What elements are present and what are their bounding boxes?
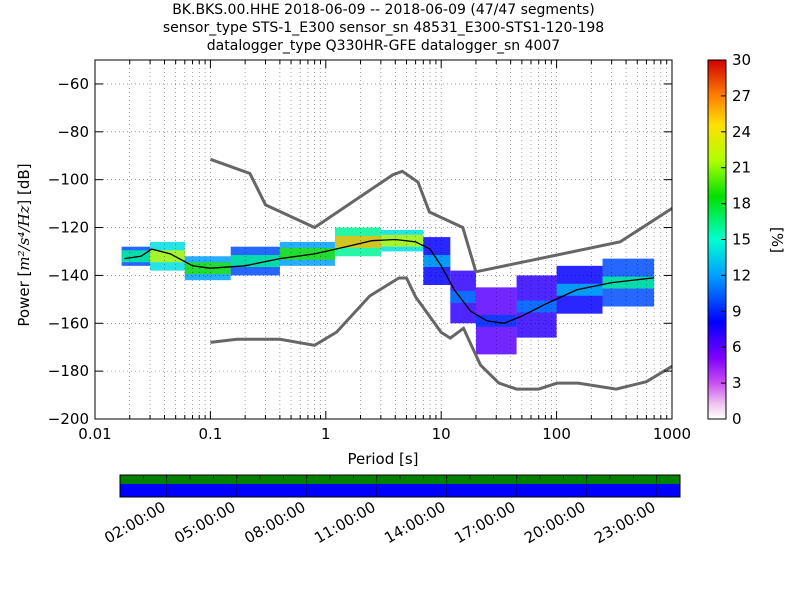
coverage-bar-top: [120, 475, 680, 484]
mean-psd-curve: [124, 238, 655, 324]
coverage-time-label: 14:00:00: [381, 498, 448, 547]
x-tick-label: 100: [542, 425, 571, 443]
colorbar-tick-label: 30: [732, 51, 751, 69]
psd-density-core: [450, 290, 476, 303]
colorbar-tick-label: 6: [732, 338, 742, 356]
psd-density-core: [230, 255, 280, 268]
y-tick-label: −100: [48, 171, 89, 189]
x-tick-label: 1: [321, 425, 331, 443]
colorbar-tick-label: 0: [732, 410, 742, 428]
title-line-3: datalogger_type Q330HR-GFE datalogger_sn…: [206, 38, 561, 54]
plot-frame: [94, 59, 673, 420]
psd-density-core: [279, 247, 335, 260]
y-tick-label: −160: [48, 314, 89, 332]
noise-model-layer: [209, 157, 673, 391]
colorbar-tick-label: 3: [732, 374, 742, 392]
title-line-1: BK.BKS.00.HHE 2018-06-09 -- 2018-06-09 (…: [172, 2, 595, 18]
colorbar-tick-label: 18: [732, 195, 751, 213]
axes-layer: 0.01 0.1 1 10 100 1000 −200 −180 −160 −140 −120 −10…: [48, 60, 691, 443]
y-tick-label: −200: [48, 410, 89, 428]
colorbar-tick-label: 9: [732, 302, 742, 320]
coverage-time-label: 11:00:00: [311, 498, 378, 547]
x-tick-label: 10: [432, 425, 451, 443]
x-tick-label: 0.01: [78, 425, 111, 443]
coverage-time-label: 20:00:00: [521, 498, 588, 547]
noise-model-high: [209, 157, 673, 274]
y-tick-label: −140: [48, 266, 89, 284]
coverage-time-label: 05:00:00: [171, 498, 238, 547]
y-tick-label: −80: [57, 123, 89, 141]
psd-density-core: [516, 300, 557, 313]
coverage-time-label: 17:00:00: [451, 498, 518, 547]
coverage-time-label: 08:00:00: [241, 498, 308, 547]
colorbar-ticks: 0 3 6 9 12 15 18 21 24 27 30: [721, 51, 751, 428]
colorbar-tick-label: 12: [732, 266, 751, 284]
y-tick-label: −120: [48, 219, 89, 237]
y-axis-label: Power [m²/s⁴/Hz] [dB]: [15, 163, 33, 326]
coverage-time-label: 02:00:00: [101, 498, 168, 547]
x-axis-label: Period [s]: [347, 450, 418, 468]
y-tick-label: −60: [57, 75, 89, 93]
colorbar-tick-label: 21: [732, 159, 751, 177]
colorbar-tick-label: 27: [732, 87, 751, 105]
colorbar-tick-label: 24: [732, 123, 751, 141]
psd-density-core: [602, 276, 655, 289]
coverage-time-label: 23:00:00: [591, 498, 658, 547]
psd-density-core: [334, 235, 381, 248]
psd-density-core: [121, 250, 151, 263]
mean-curve-layer: [124, 238, 655, 324]
title-line-2: sensor_type STS-1_E300 sensor_sn 48531_E…: [162, 20, 605, 36]
colorbar-tick-label: 15: [732, 231, 751, 249]
coverage-bar-bottom: [120, 484, 680, 497]
y-tick-label: −180: [48, 362, 89, 380]
noise-model-low: [210, 276, 673, 391]
x-tick-label: 1000: [653, 425, 691, 443]
colorbar-label: [%]: [768, 227, 786, 253]
x-tick-label: 0.1: [198, 425, 222, 443]
psd-density-core: [423, 255, 451, 268]
psd-density-core: [150, 250, 185, 263]
